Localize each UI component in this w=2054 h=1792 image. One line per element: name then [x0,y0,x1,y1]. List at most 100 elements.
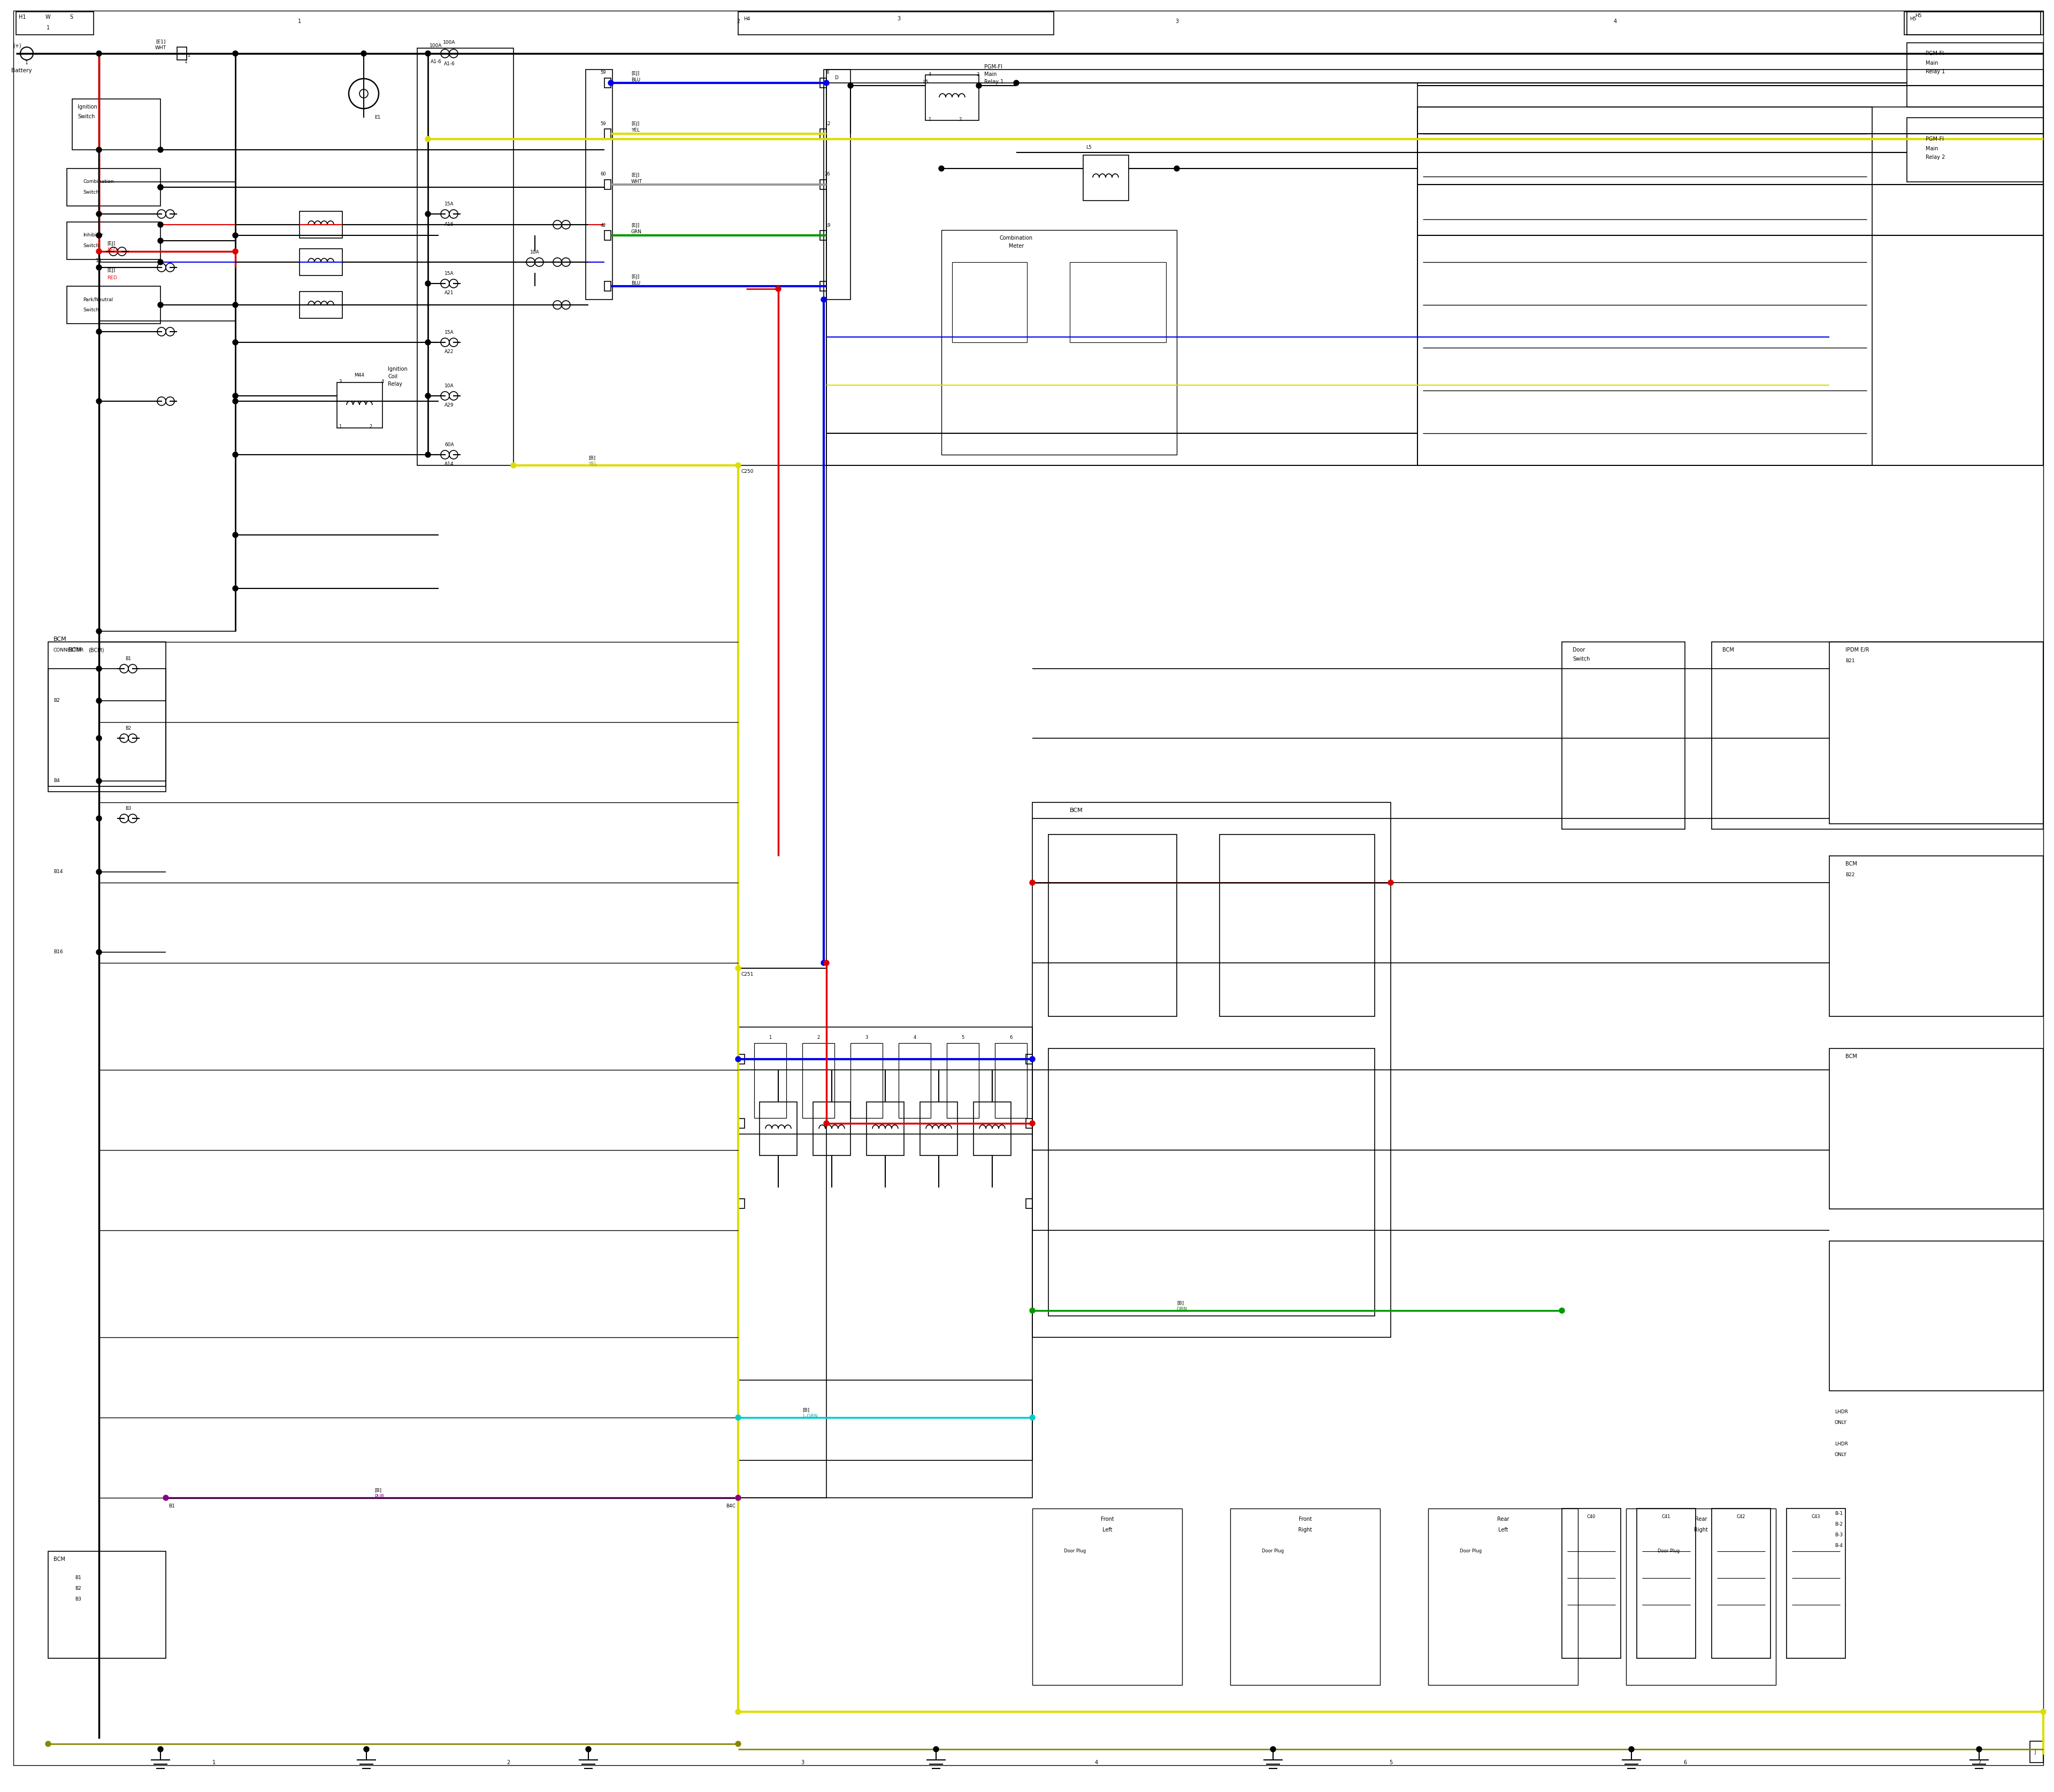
Text: 100A: 100A [429,43,442,48]
Circle shape [364,1747,370,1753]
Circle shape [1269,1747,1276,1753]
Circle shape [561,258,571,267]
Text: Main: Main [984,72,996,77]
Circle shape [232,303,238,308]
Text: A29: A29 [444,403,454,409]
Bar [1025,1199,1033,1208]
Bar [2029,1742,2044,1763]
Bar [1428,1509,1577,1684]
Text: A14: A14 [444,462,454,466]
Text: Door Plug: Door Plug [1460,1548,1483,1554]
Bar [47,642,166,792]
Bar [604,79,610,88]
Text: 5: 5 [961,1036,963,1039]
Text: 1: 1 [298,18,302,23]
Text: 6: 6 [1009,1036,1013,1039]
Circle shape [735,1710,741,1715]
Text: 1: 1 [928,116,930,122]
Text: ONLY: ONLY [1834,1421,1847,1425]
Circle shape [824,81,830,86]
Text: Combination: Combination [82,179,113,185]
Text: Inhibitor: Inhibitor [82,233,103,238]
Circle shape [97,265,101,271]
Circle shape [97,147,101,152]
Bar [974,1102,1011,1156]
Text: A22: A22 [444,349,454,355]
Text: BCM: BCM [1844,862,1857,867]
Bar [826,70,2044,466]
Circle shape [158,185,162,190]
Text: C42: C42 [1738,1514,1746,1520]
Text: PGM-FI: PGM-FI [1927,50,1943,56]
Text: [B]: [B] [1177,1301,1183,1306]
Circle shape [425,136,431,142]
Text: Left: Left [1497,1527,1508,1532]
Bar [920,1102,957,1156]
Bar [1220,835,1374,1016]
Circle shape [939,167,945,172]
Circle shape [1029,1120,1035,1125]
Text: BCM: BCM [1844,1054,1857,1059]
Circle shape [735,1416,741,1421]
Text: BLU: BLU [631,281,641,285]
Text: B-3: B-3 [1834,1532,1842,1538]
Circle shape [553,220,561,229]
Circle shape [127,814,138,823]
Circle shape [1175,167,1179,172]
Bar [72,99,160,151]
Circle shape [97,211,101,217]
Text: 5: 5 [1389,1760,1393,1765]
Bar [820,129,826,138]
Text: PUR: PUR [374,1495,384,1500]
Text: WHT: WHT [631,179,643,185]
Text: 42: 42 [600,222,606,228]
Circle shape [442,48,450,57]
Text: PGM-FI: PGM-FI [984,65,1002,70]
Circle shape [232,233,238,238]
Bar [585,70,612,299]
Text: 15A: 15A [444,271,454,276]
Text: 26: 26 [824,172,830,177]
Text: Relay 1: Relay 1 [1927,70,1945,73]
Bar [47,1552,166,1658]
Text: 2: 2 [507,1760,509,1765]
Circle shape [119,814,127,823]
Bar [941,229,1177,455]
Bar [947,1043,980,1118]
Bar [820,79,826,88]
Circle shape [166,263,175,272]
Circle shape [232,392,238,398]
Circle shape [425,50,431,56]
Circle shape [450,210,458,219]
Circle shape [776,287,781,292]
Text: 60: 60 [600,172,606,177]
Circle shape [127,735,138,742]
Text: H4: H4 [744,16,750,22]
Bar [824,70,850,299]
Text: Main: Main [1927,145,1939,151]
Text: Rear: Rear [1695,1516,1707,1521]
Text: 12: 12 [824,122,830,125]
Text: Main: Main [1927,61,1939,66]
Circle shape [976,82,982,88]
Bar [850,1043,883,1118]
Circle shape [97,233,101,238]
Text: 59: 59 [600,70,606,75]
Bar [177,54,187,59]
Bar [1830,642,2044,824]
Circle shape [97,50,101,56]
Text: YEL: YEL [587,462,598,466]
Text: (BCM): (BCM) [88,647,105,652]
Bar [737,1027,1033,1134]
Text: Door Plug: Door Plug [1658,1548,1680,1554]
Text: E1: E1 [374,115,380,120]
Text: D: D [834,75,838,81]
Text: 3: 3 [1175,18,1179,23]
Text: Switch: Switch [82,308,99,312]
Text: B4C: B4C [725,1503,735,1509]
Text: 3: 3 [865,1036,869,1039]
Bar [1033,803,1391,1337]
Text: B16: B16 [53,950,64,955]
Text: [EJ]: [EJ] [107,242,115,246]
Text: 59: 59 [600,122,606,125]
